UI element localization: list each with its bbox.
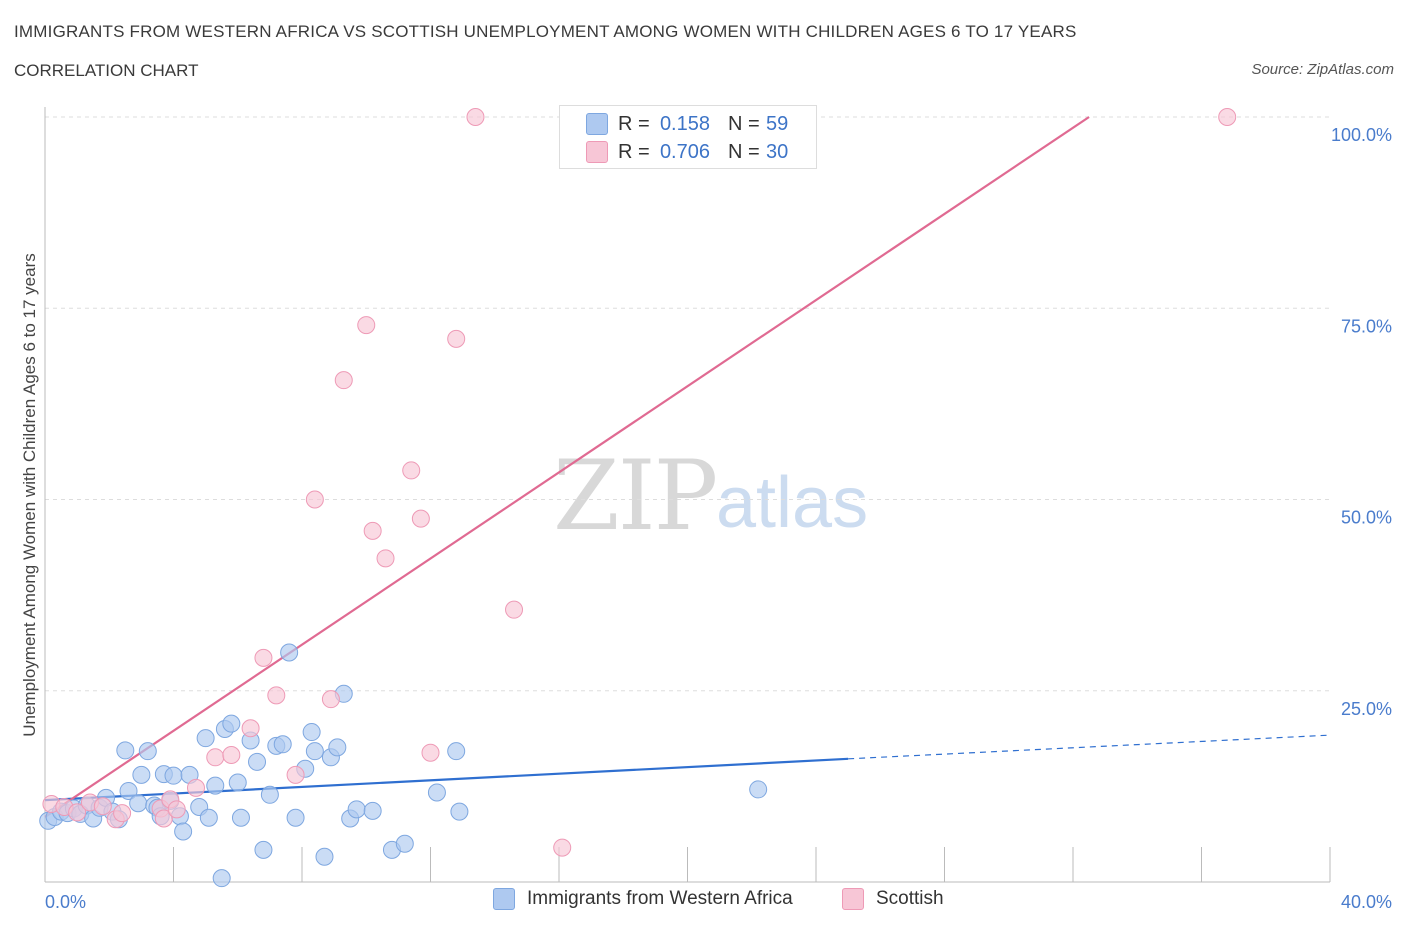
point-western-africa [749, 780, 768, 799]
y-tick-label: 100.0% [1331, 125, 1392, 145]
point-western-africa [395, 834, 414, 853]
point-western-africa [196, 729, 215, 748]
legend-n-label: N = [728, 140, 760, 163]
stats-legend: R = 0.158 N = 59 R = 0.706 N = 30 [559, 105, 817, 169]
y-tick-label: 50.0% [1341, 508, 1392, 528]
legend-swatch-western-africa [586, 113, 608, 135]
axes [44, 107, 1331, 883]
data-points [39, 108, 1237, 888]
point-western-africa [119, 781, 138, 800]
point-scottish [505, 600, 524, 619]
legend-swatch-scottish [842, 888, 864, 910]
point-scottish [154, 809, 173, 828]
point-western-africa [199, 808, 218, 827]
point-scottish [363, 521, 382, 540]
y-tick-label: 25.0% [1341, 699, 1392, 719]
point-scottish [402, 461, 421, 480]
chart-title: IMMIGRANTS FROM WESTERN AFRICA VS SCOTTI… [14, 22, 1077, 41]
point-scottish [241, 719, 260, 738]
point-scottish [553, 838, 572, 857]
point-scottish [411, 509, 430, 528]
point-scottish [186, 778, 205, 797]
point-scottish [206, 748, 225, 767]
point-western-africa [450, 802, 469, 821]
point-scottish [357, 316, 376, 335]
point-western-africa [280, 643, 299, 662]
point-scottish [321, 690, 340, 709]
legend-item-scottish[interactable]: Scottish [842, 888, 944, 910]
point-scottish [421, 743, 440, 762]
trend-line-scottish [44, 116, 1090, 818]
tick-labels: 25.0% 50.0% 75.0% 100.0% 0.0% 40.0% [45, 125, 1392, 912]
point-scottish [286, 765, 305, 784]
legend-swatch-scottish [586, 141, 608, 163]
point-western-africa [305, 742, 324, 761]
trend-line-western-africa [44, 757, 849, 802]
legend-row-western-africa: R = 0.158 N = 59 [560, 110, 816, 138]
legend-r-value: 0.158 [659, 112, 710, 135]
point-western-africa [363, 801, 382, 820]
point-scottish [68, 803, 87, 822]
point-western-africa [302, 723, 321, 742]
legend-label: Immigrants from Western Africa [527, 888, 793, 909]
point-scottish [376, 549, 395, 568]
point-western-africa [254, 840, 273, 859]
watermark-atlas: atlas [716, 463, 869, 543]
point-scottish [1218, 108, 1237, 126]
x-tick-label: 0.0% [45, 892, 86, 912]
legend-swatch-western-africa [493, 888, 515, 910]
point-scottish [113, 804, 132, 823]
point-western-africa [447, 742, 466, 761]
point-western-africa [132, 765, 151, 784]
point-western-africa [328, 738, 347, 757]
legend-row-scottish: R = 0.706 N = 30 [560, 138, 816, 166]
legend-r-label: R = [618, 140, 650, 163]
point-western-africa [273, 735, 292, 754]
legend-n-label: N = [728, 112, 760, 135]
point-western-africa [260, 785, 279, 804]
chart-subtitle: CORRELATION CHART [14, 61, 199, 80]
legend-n-value: 30 [766, 140, 789, 163]
trend-line-extension [848, 734, 1331, 760]
legend-item-western-africa[interactable]: Immigrants from Western Africa [493, 888, 793, 910]
point-western-africa [129, 794, 148, 813]
grid [45, 116, 1330, 692]
point-western-africa [206, 776, 225, 795]
point-scottish [267, 686, 286, 705]
legend-r-value: 0.706 [659, 140, 710, 163]
point-scottish [93, 797, 112, 816]
point-western-africa [116, 741, 135, 760]
legend-r-label: R = [618, 112, 650, 135]
point-western-africa [212, 869, 231, 888]
trend-lines [44, 116, 1331, 818]
point-western-africa [427, 783, 446, 802]
point-scottish [466, 108, 485, 126]
point-scottish [447, 329, 466, 348]
point-western-africa [248, 752, 267, 771]
point-scottish [334, 371, 353, 390]
y-tick-label: 75.0% [1341, 316, 1392, 336]
point-scottish [222, 746, 241, 765]
point-western-africa [347, 800, 366, 819]
point-western-africa [222, 714, 241, 733]
point-scottish [254, 648, 273, 667]
point-western-africa [228, 773, 247, 792]
point-western-africa [164, 766, 183, 785]
point-western-africa [138, 742, 157, 761]
point-western-africa [174, 822, 193, 841]
point-western-africa [231, 808, 250, 827]
point-scottish [305, 490, 324, 509]
legend-label: Scottish [876, 888, 944, 909]
source-label: Source: ZipAtlas.com [1251, 61, 1394, 78]
point-scottish [167, 800, 186, 819]
legend-n-value: 59 [766, 112, 789, 135]
point-western-africa [315, 847, 334, 866]
point-western-africa [286, 808, 305, 827]
x-tick-label: 40.0% [1341, 892, 1392, 912]
